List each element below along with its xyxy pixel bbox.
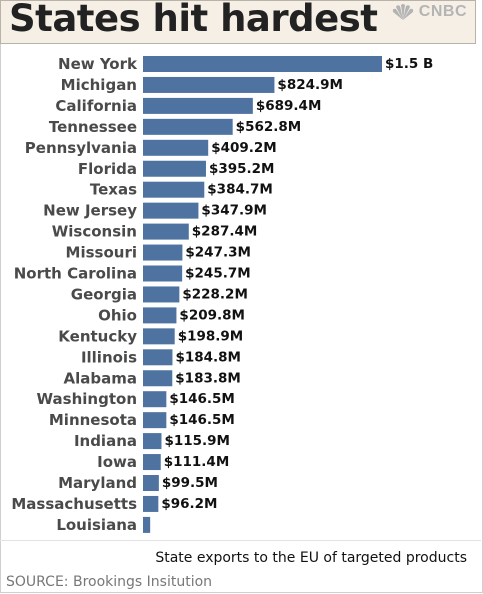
bar	[143, 391, 167, 408]
bar	[143, 265, 183, 282]
category-label: Missouri	[66, 244, 137, 262]
source-note: SOURCE: Brookings Insitution	[6, 574, 213, 590]
value-label: $198.9M	[178, 328, 244, 344]
peacock-icon	[392, 4, 413, 20]
value-label: $824.9M	[277, 77, 343, 93]
category-label: Alabama	[64, 369, 137, 387]
category-label: Kentucky	[58, 327, 137, 345]
bar	[143, 76, 275, 93]
bar	[143, 328, 175, 345]
bar	[143, 349, 173, 366]
category-label: Louisiana	[56, 516, 137, 534]
category-label: New Jersey	[43, 202, 137, 220]
bar	[143, 56, 382, 72]
bar	[143, 433, 162, 450]
category-label: Georgia	[71, 285, 137, 303]
category-label: California	[55, 97, 137, 115]
bar	[143, 223, 189, 240]
bar	[143, 286, 180, 303]
bar	[143, 244, 183, 261]
value-label: $395.2M	[209, 161, 275, 177]
cnbc-logo: CNBC	[390, 3, 467, 21]
bar	[143, 307, 177, 324]
category-label: Iowa	[97, 453, 137, 471]
bar	[143, 97, 253, 114]
category-label: Illinois	[81, 348, 137, 366]
bar	[143, 118, 233, 135]
category-label: Washington	[37, 390, 137, 408]
category-label: Florida	[78, 160, 137, 178]
footer-divider	[0, 540, 481, 541]
cnbc-logo-text: CNBC	[418, 3, 467, 20]
category-label: Maryland	[58, 474, 137, 492]
chart-title: States hit hardest	[9, 0, 378, 40]
category-label: Minnesota	[49, 411, 137, 429]
bar	[143, 370, 173, 387]
value-label: $209.8M	[179, 307, 245, 323]
bar	[143, 412, 167, 429]
value-label: $562.8M	[236, 119, 302, 135]
value-label: $347.9M	[201, 203, 267, 219]
value-label: $1.5 B	[385, 56, 433, 72]
value-label: $99.5M	[162, 475, 218, 491]
category-label: North Carolina	[14, 265, 137, 283]
category-label: Michigan	[61, 76, 137, 94]
value-label: $111.4M	[164, 454, 230, 470]
category-label: Wisconsin	[52, 223, 137, 241]
value-label: $689.4M	[256, 98, 322, 114]
chart-caption: State exports to the EU of targeted prod…	[155, 550, 467, 566]
value-label: $245.7M	[185, 266, 251, 282]
bar	[143, 475, 159, 491]
category-label: Pennsylvania	[25, 139, 137, 157]
category-label: New York	[58, 55, 138, 73]
value-label: $247.3M	[185, 245, 251, 261]
bar	[143, 495, 159, 512]
value-label: $115.9M	[164, 433, 230, 449]
bar	[143, 181, 205, 198]
bar	[143, 160, 206, 177]
bar	[143, 139, 209, 156]
value-label: $183.8M	[175, 370, 241, 386]
bar	[143, 454, 161, 471]
value-label: $384.7M	[207, 182, 273, 198]
category-label: Massachusetts	[11, 495, 137, 513]
bar-chart: New York $1.5 B Michigan $824.9M California $…	[11, 55, 433, 534]
category-label: Tennessee	[49, 118, 137, 136]
value-label: $146.5M	[169, 391, 235, 407]
category-label: Ohio	[98, 306, 137, 324]
category-label: Texas	[90, 181, 137, 199]
value-label: $228.2M	[182, 286, 248, 302]
value-label: $409.2M	[211, 140, 277, 156]
value-label: $96.2M	[161, 496, 217, 512]
value-label: $287.4M	[192, 224, 258, 240]
chart-header: States hit hardest CNBC	[0, 0, 476, 44]
value-label: $184.8M	[175, 349, 241, 365]
category-label: Indiana	[74, 432, 137, 450]
value-label: $146.5M	[169, 412, 235, 428]
bar	[143, 516, 151, 533]
bar	[143, 202, 199, 219]
